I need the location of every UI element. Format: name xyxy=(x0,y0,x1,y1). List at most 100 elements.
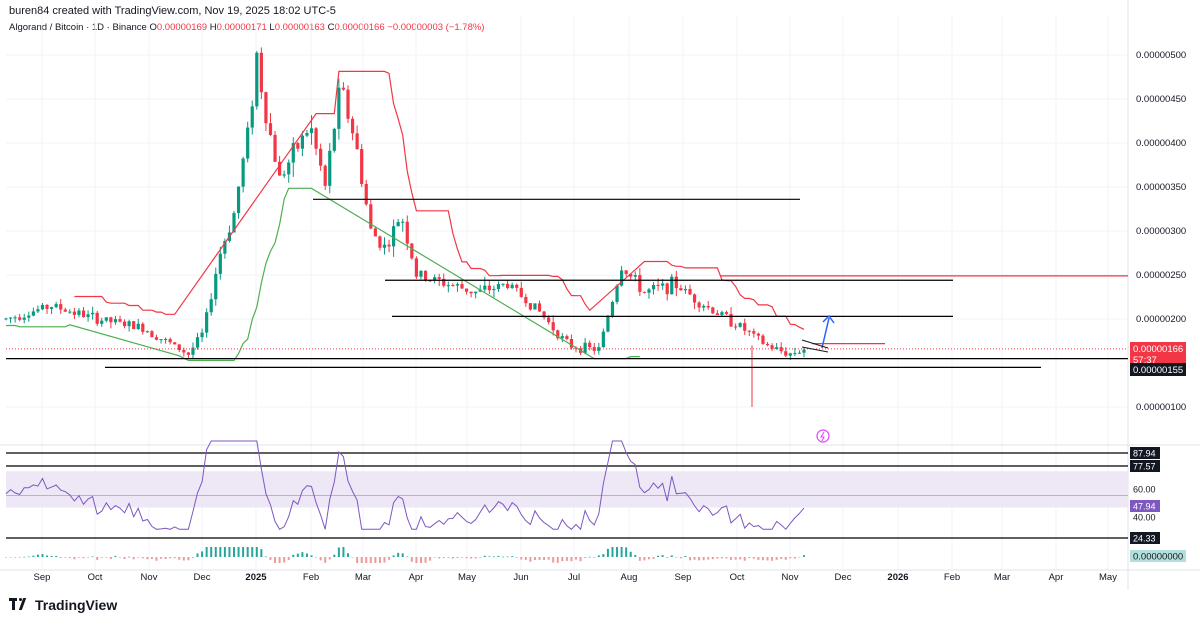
macd-bar xyxy=(803,555,805,557)
macd-bar xyxy=(46,555,49,557)
candle-body xyxy=(537,303,542,312)
time-axis-label-12: Sep xyxy=(675,572,692,583)
candle-body xyxy=(273,134,277,162)
candle-body xyxy=(77,310,81,315)
macd-bar xyxy=(748,557,751,559)
candle-body xyxy=(510,284,514,289)
macd-bar xyxy=(497,555,500,557)
macd-bar xyxy=(483,555,486,557)
candle-body xyxy=(442,278,446,286)
rsi-line xyxy=(5,440,805,531)
last-price-badge-bg xyxy=(1130,342,1186,355)
candle-body xyxy=(469,291,473,294)
macd-bar xyxy=(77,557,80,558)
candle-body xyxy=(414,258,418,277)
candle-body xyxy=(218,253,222,274)
macd-bar xyxy=(228,547,231,557)
candle-body xyxy=(496,284,501,290)
macd-bar xyxy=(666,557,669,558)
price-axis-label-5: 0.00000250 xyxy=(1136,270,1186,281)
candle-body xyxy=(387,244,391,247)
macd-bar xyxy=(14,557,17,558)
candle-body xyxy=(533,303,537,310)
candle-body xyxy=(770,345,774,349)
macd-bar xyxy=(105,557,108,558)
macd-bar xyxy=(201,551,204,557)
macd-bar xyxy=(401,553,404,557)
candle-body xyxy=(661,283,665,286)
open-value: 0.00000169 xyxy=(156,22,208,33)
macd-bar xyxy=(657,555,660,557)
candle-body xyxy=(629,274,633,277)
brand-name: TradingView xyxy=(35,597,118,613)
macd-bar xyxy=(310,555,313,557)
candle-body xyxy=(154,337,159,340)
macd-bar xyxy=(369,557,372,563)
macd-bar xyxy=(123,557,126,559)
candle-body xyxy=(36,309,40,312)
candle-body xyxy=(109,317,113,323)
candle-body xyxy=(747,330,751,332)
candle-body xyxy=(328,150,332,186)
macd-bar xyxy=(274,557,277,563)
macd-bar xyxy=(324,557,327,563)
candle-body xyxy=(81,310,86,318)
candle-body xyxy=(729,313,733,327)
candle-body xyxy=(186,352,190,355)
macd-bar xyxy=(374,557,377,563)
macd-bar xyxy=(223,547,226,557)
macd-bar xyxy=(283,557,286,563)
candle-body xyxy=(305,133,309,136)
candle-body xyxy=(341,87,346,90)
macd-bar xyxy=(465,557,468,559)
macd-bar xyxy=(433,557,436,558)
macd-bar xyxy=(410,557,413,562)
rsi-level-badge-high: 87.94 xyxy=(1133,449,1156,459)
candle-body xyxy=(647,289,651,293)
time-axis-label-6: Mar xyxy=(355,572,371,583)
supertrend xyxy=(6,70,805,361)
candle-body xyxy=(68,311,72,313)
rsi-level-badge-upper-bg xyxy=(1130,460,1160,472)
candle-body xyxy=(314,128,318,149)
macd-bar xyxy=(187,557,190,561)
macd-bar xyxy=(720,557,723,559)
candle-body xyxy=(492,289,496,291)
price-axis-label-1: 0.00000450 xyxy=(1136,94,1186,105)
macd-bar xyxy=(388,557,391,560)
candle-body xyxy=(702,305,706,308)
macd-bar xyxy=(32,555,35,557)
macd-bar xyxy=(711,557,714,560)
macd-bar xyxy=(287,557,290,561)
macd-bar xyxy=(470,557,473,559)
candle-body xyxy=(597,347,601,351)
lightning-icon xyxy=(816,429,830,443)
rsi-axis-40: 40.00 xyxy=(1133,513,1156,523)
candle-body xyxy=(191,347,195,355)
tradingview-logo-icon xyxy=(9,598,29,612)
candle-body xyxy=(346,89,350,119)
macd-bar xyxy=(643,557,646,561)
candle-body xyxy=(464,288,469,292)
macd-bar xyxy=(210,547,213,557)
macd-bar xyxy=(511,556,514,557)
candle-body xyxy=(378,236,382,248)
candle-body xyxy=(519,287,523,297)
candle-body xyxy=(319,148,323,166)
candle-body xyxy=(734,326,738,328)
candle-body xyxy=(601,331,605,348)
candle-body xyxy=(756,333,760,336)
macd-bar xyxy=(789,557,792,559)
macd-bar xyxy=(150,557,153,559)
macd-bar xyxy=(424,557,427,563)
macd-bar xyxy=(328,557,331,560)
low-label: L xyxy=(269,22,275,33)
macd-bar xyxy=(27,556,30,558)
macd-bar xyxy=(269,557,272,560)
candle-body xyxy=(455,284,460,286)
macd-bar xyxy=(461,557,463,558)
macd-bar xyxy=(707,557,710,560)
macd-bar xyxy=(552,557,555,563)
candle-body xyxy=(369,204,373,229)
